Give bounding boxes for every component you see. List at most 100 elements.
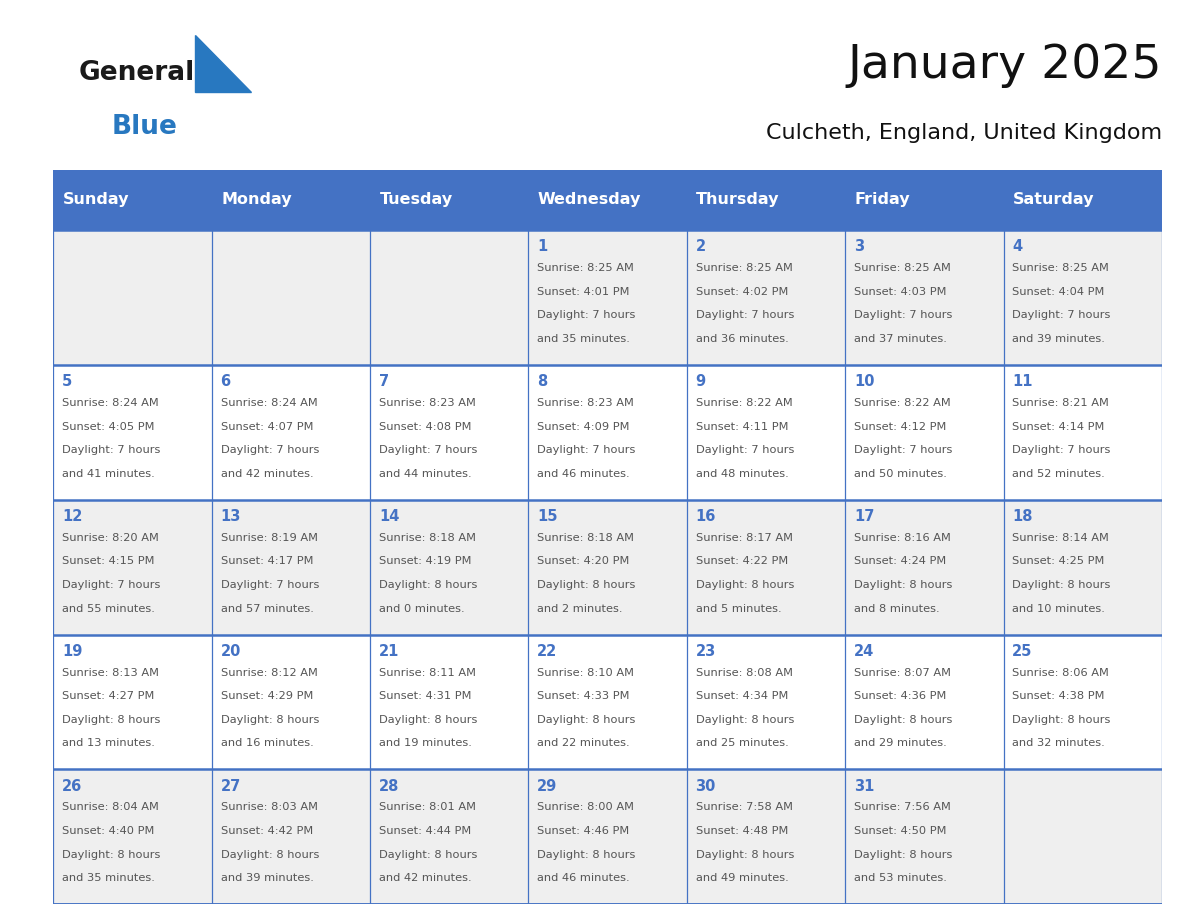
Text: Daylight: 8 hours: Daylight: 8 hours [537, 850, 636, 859]
Text: Daylight: 7 hours: Daylight: 7 hours [62, 445, 160, 455]
Text: 22: 22 [537, 644, 557, 659]
Text: Sunrise: 8:14 AM: Sunrise: 8:14 AM [1012, 532, 1110, 543]
Bar [1004, 364, 1162, 499]
Text: Sunset: 4:38 PM: Sunset: 4:38 PM [1012, 691, 1105, 701]
Text: Sunset: 4:12 PM: Sunset: 4:12 PM [854, 421, 947, 431]
Text: Daylight: 8 hours: Daylight: 8 hours [62, 850, 160, 859]
Text: 21: 21 [379, 644, 399, 659]
Bar [687, 170, 845, 230]
Bar [211, 769, 371, 904]
Text: Daylight: 7 hours: Daylight: 7 hours [1012, 445, 1111, 455]
Text: and 55 minutes.: and 55 minutes. [62, 603, 156, 613]
Text: and 44 minutes.: and 44 minutes. [379, 469, 472, 478]
Text: Sunrise: 7:58 AM: Sunrise: 7:58 AM [695, 802, 792, 812]
Text: Sunrise: 8:20 AM: Sunrise: 8:20 AM [62, 532, 159, 543]
Bar [211, 364, 371, 499]
Text: Sunday: Sunday [63, 193, 129, 207]
Text: and 48 minutes.: and 48 minutes. [695, 469, 789, 478]
Text: Sunset: 4:31 PM: Sunset: 4:31 PM [379, 691, 472, 701]
Bar [211, 499, 371, 634]
Bar [845, 364, 1004, 499]
Bar [1004, 769, 1162, 904]
Bar [371, 769, 529, 904]
Text: and 46 minutes.: and 46 minutes. [537, 469, 630, 478]
Text: Sunrise: 8:18 AM: Sunrise: 8:18 AM [379, 532, 476, 543]
Text: 3: 3 [854, 240, 864, 254]
Text: Sunrise: 8:03 AM: Sunrise: 8:03 AM [221, 802, 317, 812]
Text: Sunset: 4:36 PM: Sunset: 4:36 PM [854, 691, 947, 701]
Text: Sunset: 4:44 PM: Sunset: 4:44 PM [379, 826, 472, 836]
Text: 29: 29 [537, 778, 557, 794]
Text: Culcheth, England, United Kingdom: Culcheth, England, United Kingdom [766, 123, 1162, 143]
Bar [845, 499, 1004, 634]
Text: Sunset: 4:15 PM: Sunset: 4:15 PM [62, 556, 154, 566]
Text: 28: 28 [379, 778, 399, 794]
Text: and 36 minutes.: and 36 minutes. [695, 334, 789, 344]
Text: Daylight: 8 hours: Daylight: 8 hours [537, 715, 636, 725]
Text: 9: 9 [695, 375, 706, 389]
Text: Sunrise: 8:11 AM: Sunrise: 8:11 AM [379, 667, 476, 677]
Text: Daylight: 8 hours: Daylight: 8 hours [221, 715, 318, 725]
Bar [845, 634, 1004, 769]
Text: and 32 minutes.: and 32 minutes. [1012, 738, 1105, 748]
Text: Sunset: 4:25 PM: Sunset: 4:25 PM [1012, 556, 1105, 566]
Text: Sunset: 4:04 PM: Sunset: 4:04 PM [1012, 286, 1105, 297]
Bar [53, 170, 211, 230]
Text: and 53 minutes.: and 53 minutes. [854, 873, 947, 883]
Text: Daylight: 7 hours: Daylight: 7 hours [537, 445, 636, 455]
Text: and 50 minutes.: and 50 minutes. [854, 469, 947, 478]
Bar [211, 170, 371, 230]
Text: Saturday: Saturday [1013, 193, 1094, 207]
Text: 6: 6 [221, 375, 230, 389]
Text: 8: 8 [537, 375, 548, 389]
Text: Sunset: 4:08 PM: Sunset: 4:08 PM [379, 421, 472, 431]
Text: Sunrise: 7:56 AM: Sunrise: 7:56 AM [854, 802, 950, 812]
Text: 19: 19 [62, 644, 82, 659]
Text: Tuesday: Tuesday [380, 193, 453, 207]
Text: and 35 minutes.: and 35 minutes. [537, 334, 630, 344]
Bar [371, 170, 529, 230]
Text: and 16 minutes.: and 16 minutes. [221, 738, 314, 748]
Text: and 57 minutes.: and 57 minutes. [221, 603, 314, 613]
Text: Daylight: 7 hours: Daylight: 7 hours [1012, 310, 1111, 320]
Text: Sunrise: 8:01 AM: Sunrise: 8:01 AM [379, 802, 476, 812]
Text: Daylight: 8 hours: Daylight: 8 hours [695, 850, 794, 859]
Text: Sunset: 4:42 PM: Sunset: 4:42 PM [221, 826, 312, 836]
Text: and 39 minutes.: and 39 minutes. [1012, 334, 1105, 344]
Text: Sunset: 4:05 PM: Sunset: 4:05 PM [62, 421, 154, 431]
Text: Sunrise: 8:17 AM: Sunrise: 8:17 AM [695, 532, 792, 543]
Bar [529, 634, 687, 769]
Text: and 0 minutes.: and 0 minutes. [379, 603, 465, 613]
Text: and 37 minutes.: and 37 minutes. [854, 334, 947, 344]
Bar [687, 364, 845, 499]
Text: Sunset: 4:40 PM: Sunset: 4:40 PM [62, 826, 154, 836]
Text: Daylight: 8 hours: Daylight: 8 hours [379, 715, 478, 725]
Text: 12: 12 [62, 509, 82, 524]
Text: Sunset: 4:46 PM: Sunset: 4:46 PM [537, 826, 630, 836]
Bar [371, 499, 529, 634]
Text: Sunrise: 8:22 AM: Sunrise: 8:22 AM [695, 397, 792, 408]
Text: Sunrise: 8:24 AM: Sunrise: 8:24 AM [62, 397, 159, 408]
Text: Sunrise: 8:07 AM: Sunrise: 8:07 AM [854, 667, 950, 677]
Text: 4: 4 [1012, 240, 1023, 254]
Bar [53, 230, 211, 364]
Text: 18: 18 [1012, 509, 1032, 524]
Text: Sunrise: 8:04 AM: Sunrise: 8:04 AM [62, 802, 159, 812]
Bar [687, 230, 845, 364]
Polygon shape [195, 35, 251, 92]
Bar [845, 230, 1004, 364]
Text: Sunrise: 8:25 AM: Sunrise: 8:25 AM [695, 263, 792, 273]
Text: and 41 minutes.: and 41 minutes. [62, 469, 154, 478]
Text: Sunrise: 8:24 AM: Sunrise: 8:24 AM [221, 397, 317, 408]
Text: 23: 23 [695, 644, 716, 659]
Text: Sunrise: 8:23 AM: Sunrise: 8:23 AM [379, 397, 475, 408]
Text: Sunset: 4:33 PM: Sunset: 4:33 PM [537, 691, 630, 701]
Text: Daylight: 8 hours: Daylight: 8 hours [854, 715, 953, 725]
Text: Sunset: 4:24 PM: Sunset: 4:24 PM [854, 556, 946, 566]
Text: 14: 14 [379, 509, 399, 524]
Bar [529, 364, 687, 499]
Text: 26: 26 [62, 778, 82, 794]
Text: Sunset: 4:29 PM: Sunset: 4:29 PM [221, 691, 312, 701]
Text: Daylight: 8 hours: Daylight: 8 hours [62, 715, 160, 725]
Text: Thursday: Thursday [696, 193, 779, 207]
